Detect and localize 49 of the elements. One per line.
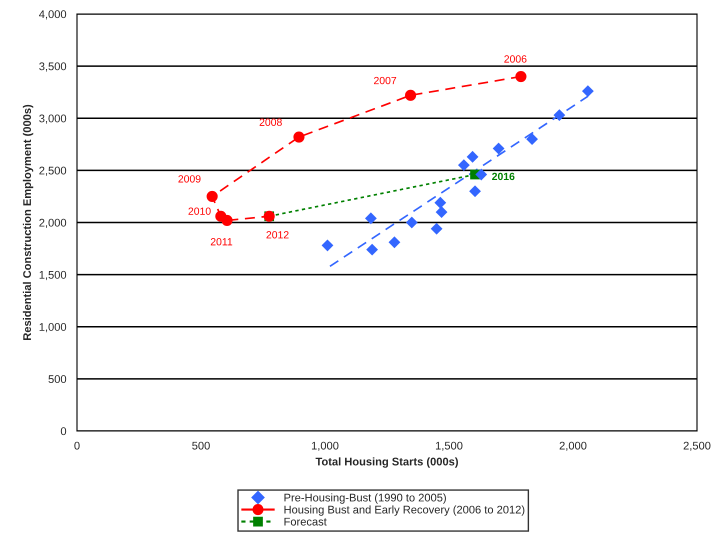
point bbox=[206, 190, 218, 202]
point bbox=[434, 196, 446, 209]
y-tick-label: 500 bbox=[48, 375, 66, 384]
y-tick-label: 0 bbox=[60, 427, 66, 436]
point bbox=[466, 150, 478, 163]
point bbox=[458, 159, 470, 172]
y-tick-label: 4,000 bbox=[39, 10, 66, 20]
point bbox=[526, 133, 538, 145]
x-tick-label: 500 bbox=[192, 442, 210, 450]
x-tick-label: 2,500 bbox=[684, 442, 710, 451]
point bbox=[293, 131, 305, 143]
y-tick-label: 3,000 bbox=[39, 114, 66, 124]
legend-label: Forecast bbox=[284, 518, 327, 526]
point bbox=[388, 236, 400, 248]
x-tick-label: 2,000 bbox=[560, 442, 586, 451]
y-tick-label: 1,000 bbox=[40, 323, 66, 332]
legend-label: Pre-Housing-Bust (1990 to 2005) bbox=[284, 493, 446, 504]
y-tick-label: 2,500 bbox=[39, 166, 66, 176]
point bbox=[582, 85, 594, 98]
annotation: 2010 bbox=[188, 208, 211, 215]
y-tick-label: 2,000 bbox=[39, 218, 66, 228]
point bbox=[364, 212, 377, 224]
y-axis-title: Residential Construction Employment (000s) bbox=[22, 104, 34, 340]
x-axis-title: Total Housing Starts (000s) bbox=[316, 457, 458, 468]
annotation: 2016 bbox=[492, 172, 515, 180]
x-tick-label: 1,500 bbox=[436, 442, 462, 451]
point bbox=[515, 70, 526, 82]
legend-label: Housing Bust and Early Recovery (2006 to 2012) bbox=[284, 505, 524, 516]
point bbox=[475, 168, 488, 180]
x-tick-label: 0 bbox=[74, 442, 80, 450]
annotation: 2011 bbox=[210, 238, 232, 246]
annotation: 2007 bbox=[374, 76, 396, 84]
point bbox=[492, 142, 504, 154]
annotation: 2012 bbox=[266, 231, 289, 238]
point bbox=[405, 90, 416, 101]
annotation: 2006 bbox=[504, 55, 526, 63]
y-tick-label: 1,500 bbox=[40, 270, 66, 280]
point bbox=[406, 216, 418, 228]
point bbox=[436, 206, 448, 218]
point bbox=[322, 240, 334, 252]
point bbox=[469, 185, 481, 198]
point bbox=[366, 244, 378, 256]
point bbox=[221, 214, 233, 226]
y-tick-label: 3,500 bbox=[39, 62, 66, 72]
point bbox=[553, 109, 566, 122]
x-tick-label: 1,000 bbox=[312, 442, 338, 451]
point bbox=[430, 222, 442, 235]
annotation: 2008 bbox=[260, 118, 282, 126]
annotation: 2009 bbox=[178, 175, 201, 183]
